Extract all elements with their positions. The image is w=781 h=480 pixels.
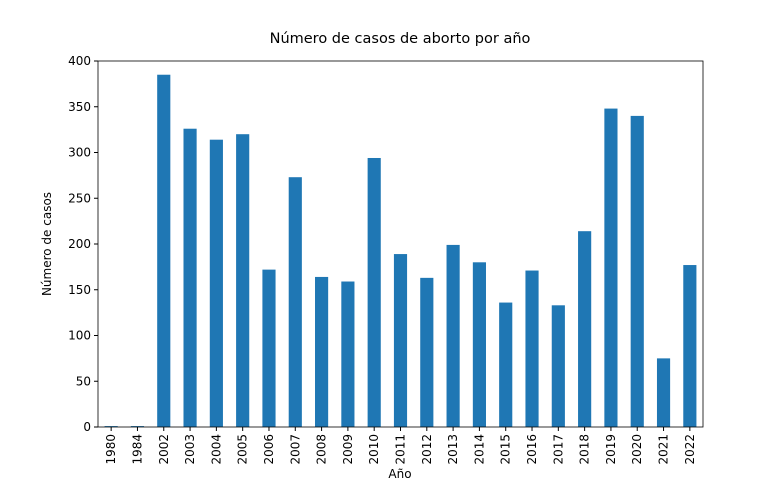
bar [525, 270, 539, 427]
bar [420, 277, 434, 427]
x-tick-label: 2009 [341, 434, 355, 465]
x-tick-label: 2015 [499, 434, 513, 465]
x-tick-label: 2004 [209, 434, 223, 465]
x-axis-label: Año [388, 467, 411, 480]
y-axis-label: Número de casos [40, 192, 54, 296]
x-tick-label: 2022 [683, 434, 697, 465]
bar [630, 115, 644, 428]
bar [393, 254, 408, 427]
x-tick-label: 2011 [394, 434, 408, 465]
x-tick-label: 2016 [525, 434, 539, 465]
chart-title: Número de casos de aborto por año [270, 31, 531, 47]
bar [683, 265, 697, 427]
bar [157, 74, 171, 427]
bar [446, 244, 460, 427]
y-tick-label: 400 [68, 54, 91, 68]
x-tick-label: 2021 [657, 434, 671, 465]
bar [288, 177, 302, 427]
y-tick-label: 100 [68, 329, 91, 343]
y-tick-label: 50 [76, 374, 91, 388]
x-tick-label: 2008 [315, 434, 329, 465]
x-tick-label: 1980 [104, 434, 118, 465]
y-tick-label: 250 [68, 191, 91, 205]
y-tick-label: 150 [68, 283, 91, 297]
x-tick-label: 2003 [183, 434, 197, 465]
y-tick-label: 350 [68, 100, 91, 114]
bar [262, 269, 276, 427]
x-tick-label: 2010 [367, 434, 381, 465]
bar [183, 128, 197, 427]
y-tick-label: 300 [68, 146, 91, 160]
x-tick-label: 2018 [578, 434, 592, 465]
y-tick-label: 200 [68, 237, 91, 251]
bar [551, 305, 565, 427]
bar [367, 157, 381, 428]
x-tick-label: 1984 [130, 434, 144, 465]
bar [499, 302, 513, 427]
bar [315, 276, 329, 427]
x-tick-label: 2014 [472, 434, 486, 465]
bar [472, 262, 486, 427]
bar [341, 281, 355, 427]
bar [656, 358, 671, 427]
x-tick-label: 2007 [288, 434, 302, 465]
bar [130, 426, 145, 427]
y-tick-label: 0 [83, 420, 91, 434]
bar [604, 108, 618, 427]
x-tick-label: 2019 [604, 434, 618, 465]
x-tick-label: 2002 [157, 434, 171, 465]
x-tick-label: 2006 [262, 434, 276, 465]
x-tick-label: 2017 [551, 434, 565, 465]
plot-frame [97, 60, 704, 428]
x-tick-label: 2012 [420, 434, 434, 465]
x-tick-label: 2020 [630, 434, 644, 465]
x-tick-label: 2005 [236, 434, 250, 465]
bar [104, 426, 118, 427]
bar [236, 134, 250, 427]
x-tick-label: 2013 [446, 434, 460, 465]
bar [209, 139, 223, 427]
bar [578, 231, 592, 427]
